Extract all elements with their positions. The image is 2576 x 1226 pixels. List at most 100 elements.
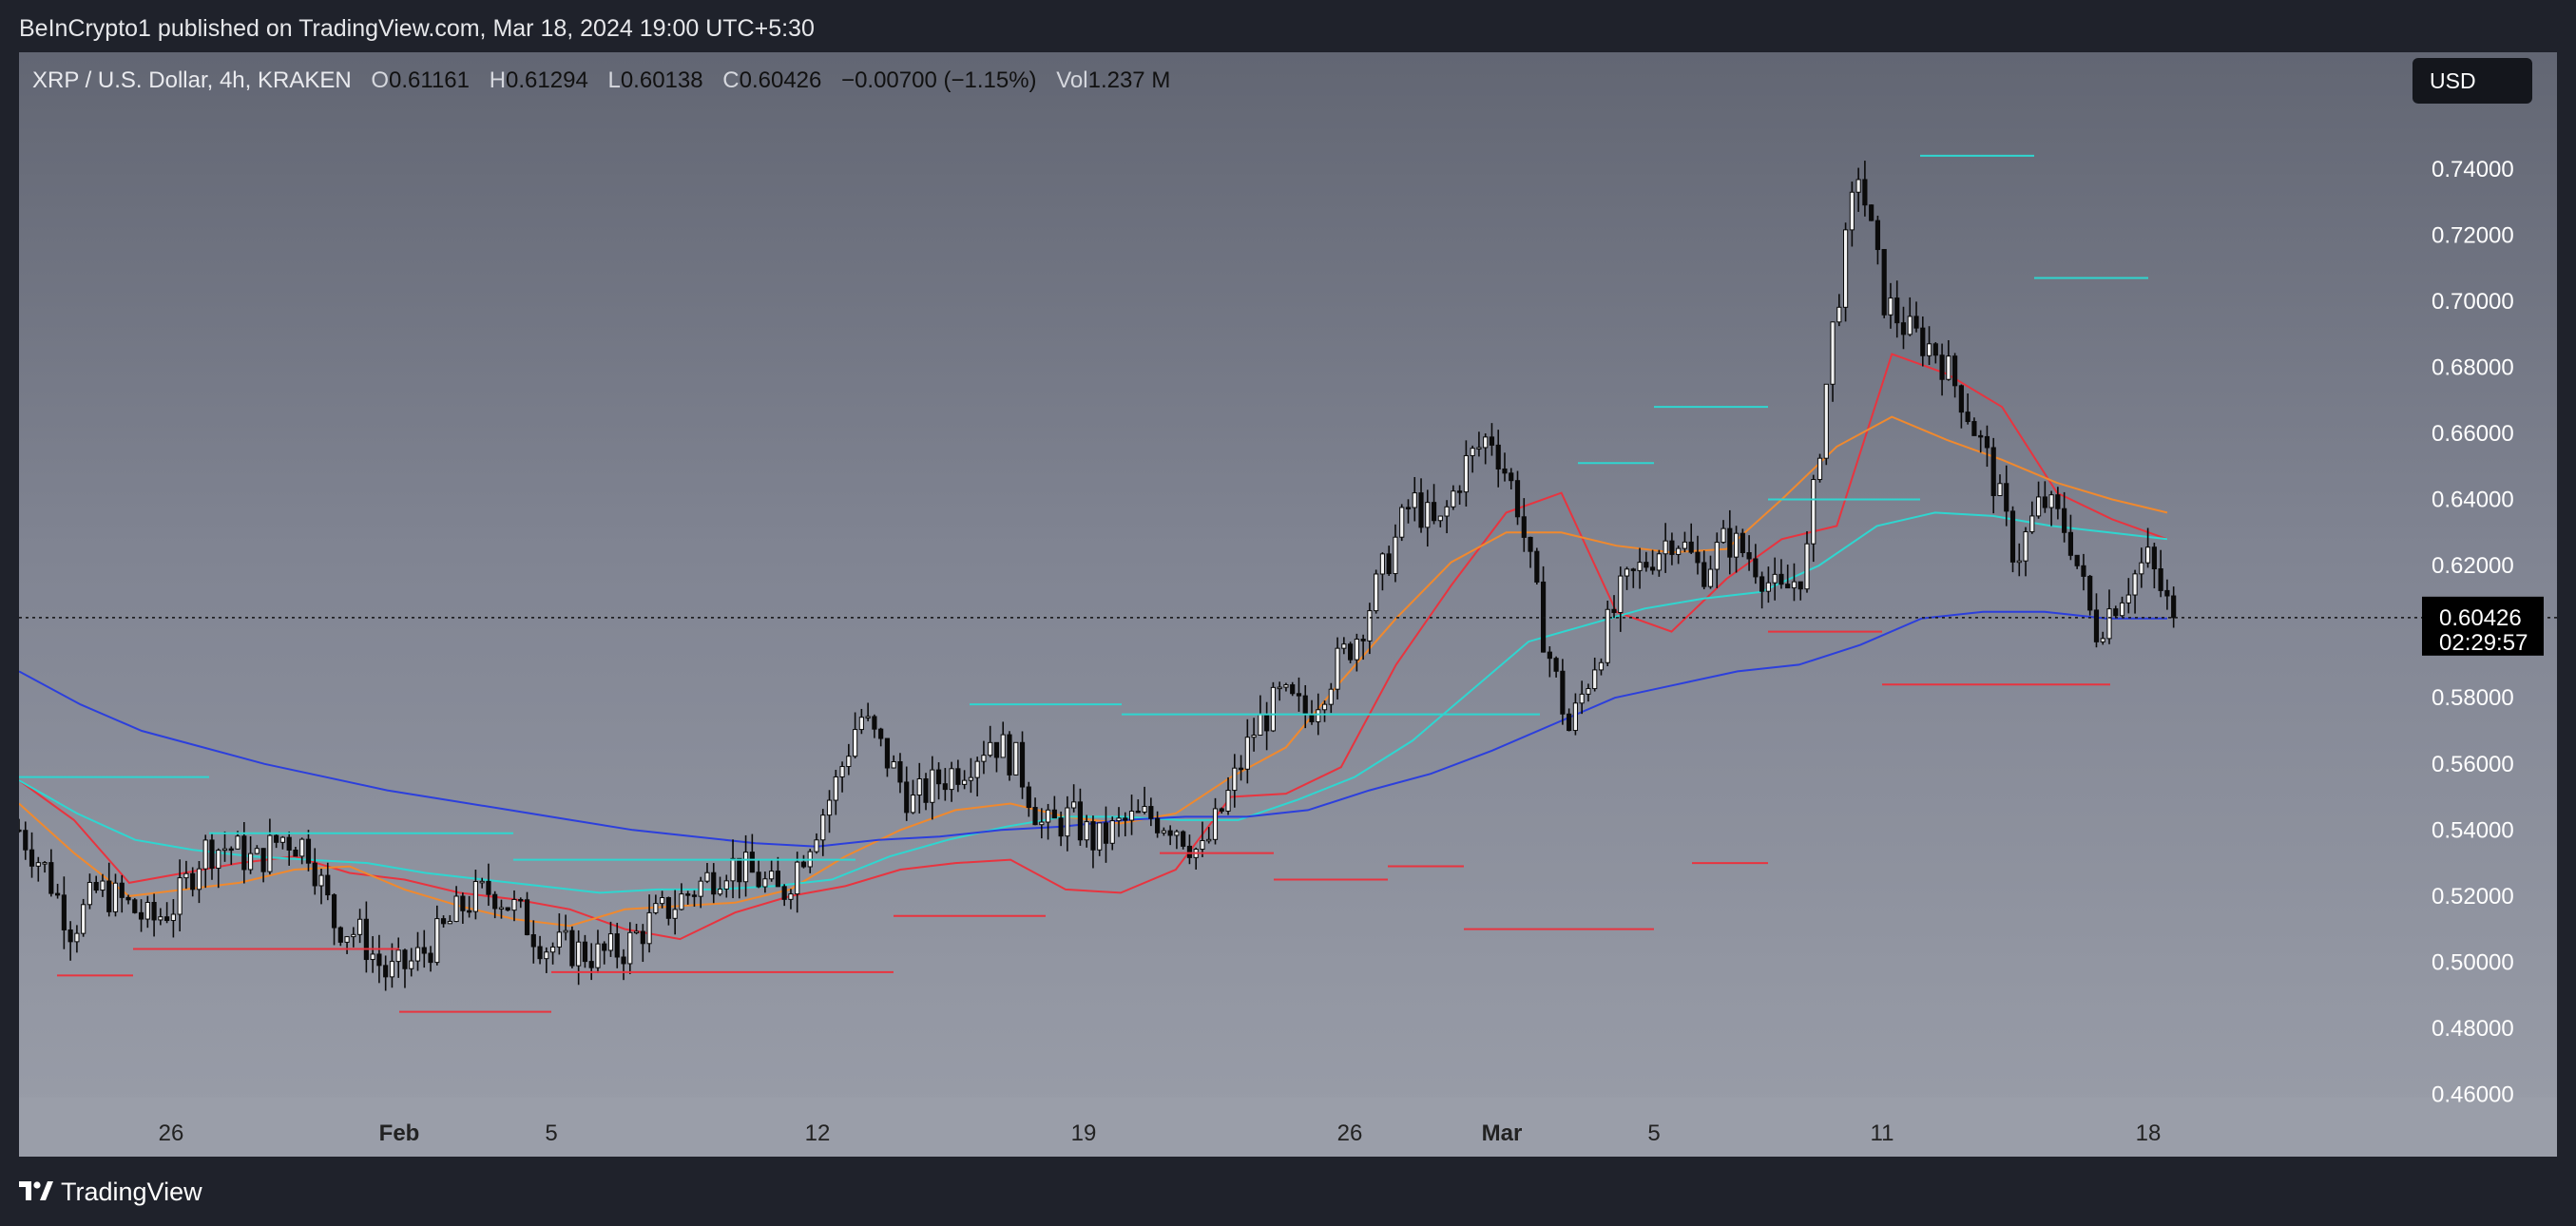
candle-body xyxy=(1225,790,1231,812)
candle-body xyxy=(1470,448,1475,456)
publisher-text: BeInCrypto1 published on TradingView.com… xyxy=(19,15,815,42)
candle-body xyxy=(537,946,543,960)
candle-body xyxy=(595,943,601,968)
candle-body xyxy=(968,776,973,781)
candle-body xyxy=(151,902,157,921)
candle-body xyxy=(67,929,73,943)
candle-body xyxy=(576,941,582,967)
candle-body xyxy=(1830,321,1836,385)
candle-body xyxy=(1688,541,1694,553)
candle-body xyxy=(2055,494,2061,509)
candle-body xyxy=(653,903,659,913)
candle-body xyxy=(337,927,343,943)
candle-body xyxy=(1971,421,1977,436)
price-chart[interactable]: 0.74000 0.72000 0.70000 0.68000 0.66000 0.640… xyxy=(19,52,2557,1157)
candle-body xyxy=(2171,595,2177,619)
candle-body xyxy=(711,872,717,895)
candle-body xyxy=(660,897,665,905)
candle-body xyxy=(556,931,562,948)
candle-body xyxy=(1669,540,1675,555)
candle-body xyxy=(2100,638,2105,642)
candle-body xyxy=(1084,821,1089,841)
candle-body xyxy=(858,717,864,731)
candle-body xyxy=(2023,531,2028,562)
candle-body xyxy=(1811,479,1817,545)
candle-body xyxy=(1611,608,1617,613)
candle-body xyxy=(1019,741,1026,788)
candle-body xyxy=(138,911,144,920)
candle-body xyxy=(820,814,826,841)
candle-body xyxy=(1026,786,1031,809)
candle-body xyxy=(1785,584,1791,589)
candle-body xyxy=(1013,741,1019,776)
candle-body xyxy=(704,872,710,882)
symbol-title[interactable]: XRP / U.S. Dollar, 4h, KRAKEN xyxy=(32,67,352,93)
candle-body xyxy=(1374,573,1379,612)
candle-body xyxy=(2016,560,2022,564)
candle-body xyxy=(1123,817,1128,821)
candle-body xyxy=(254,848,260,854)
candle-body xyxy=(29,849,35,867)
candle-body xyxy=(2035,496,2042,517)
candle-body xyxy=(723,880,729,890)
candle-body xyxy=(2119,602,2125,617)
price-badge-countdown: 02:29:57 xyxy=(2439,630,2528,656)
candle-body xyxy=(87,881,93,906)
candle-body xyxy=(479,880,485,884)
candle-body xyxy=(1579,693,1585,704)
candle-body xyxy=(2158,568,2163,591)
candle-body xyxy=(872,716,877,730)
candle-body xyxy=(781,886,787,900)
candle-body xyxy=(1765,582,1771,592)
y-axis-tick-label: 0.66000 xyxy=(2432,421,2514,447)
candle-body xyxy=(1206,838,1212,842)
candle-body xyxy=(235,835,240,850)
candle-body xyxy=(383,965,389,978)
candle-body xyxy=(1290,684,1296,695)
publisher-header: BeInCrypto1 published on TradingView.com… xyxy=(0,0,2576,55)
x-axis-tick-label: 12 xyxy=(805,1121,831,1146)
candle-body xyxy=(1167,830,1173,836)
candle-body xyxy=(511,898,517,911)
candle-body xyxy=(897,761,903,783)
candle-body xyxy=(440,918,447,925)
candle-body xyxy=(1624,568,1630,577)
tradingview-logo-icon xyxy=(19,1178,53,1207)
candle-body xyxy=(1874,220,1881,251)
candle-body xyxy=(363,918,369,961)
candle-body xyxy=(183,872,189,879)
chart-area[interactable]: 0.74000 0.72000 0.70000 0.68000 0.66000 0.640… xyxy=(19,52,2557,1157)
candle-body xyxy=(1045,809,1051,823)
candle-body xyxy=(395,949,401,963)
candle-body xyxy=(164,916,170,922)
candle-body xyxy=(221,848,228,852)
candle-body xyxy=(1258,714,1263,736)
currency-button[interactable]: USD xyxy=(2413,58,2532,104)
candle-body xyxy=(1200,839,1205,851)
candle-body xyxy=(884,738,891,769)
candle-body xyxy=(1367,610,1373,642)
candle-body xyxy=(2093,609,2100,642)
candle-body xyxy=(486,880,491,895)
candle-body xyxy=(1759,576,1765,592)
candle-body xyxy=(1920,327,1926,356)
candle-body xyxy=(260,848,266,872)
candle-body xyxy=(453,895,459,923)
candle-body xyxy=(762,878,768,888)
candle-body xyxy=(685,893,691,896)
candle-body xyxy=(376,953,382,967)
candle-body xyxy=(1476,447,1482,450)
candle-body xyxy=(106,880,112,912)
volume-label: Vol xyxy=(1056,67,1088,93)
candle-body xyxy=(569,929,575,967)
candle-body xyxy=(878,728,884,739)
candle-body xyxy=(460,895,466,911)
candle-body xyxy=(1952,355,1958,387)
candle-body xyxy=(2106,608,2112,640)
candle-body xyxy=(1128,811,1135,821)
tradingview-logo[interactable]: TradingView xyxy=(19,1178,202,1207)
candle-body xyxy=(1000,734,1006,758)
candle-body xyxy=(935,769,942,785)
candle-body xyxy=(1862,179,1868,206)
y-axis-tick-label: 0.70000 xyxy=(2432,289,2514,315)
